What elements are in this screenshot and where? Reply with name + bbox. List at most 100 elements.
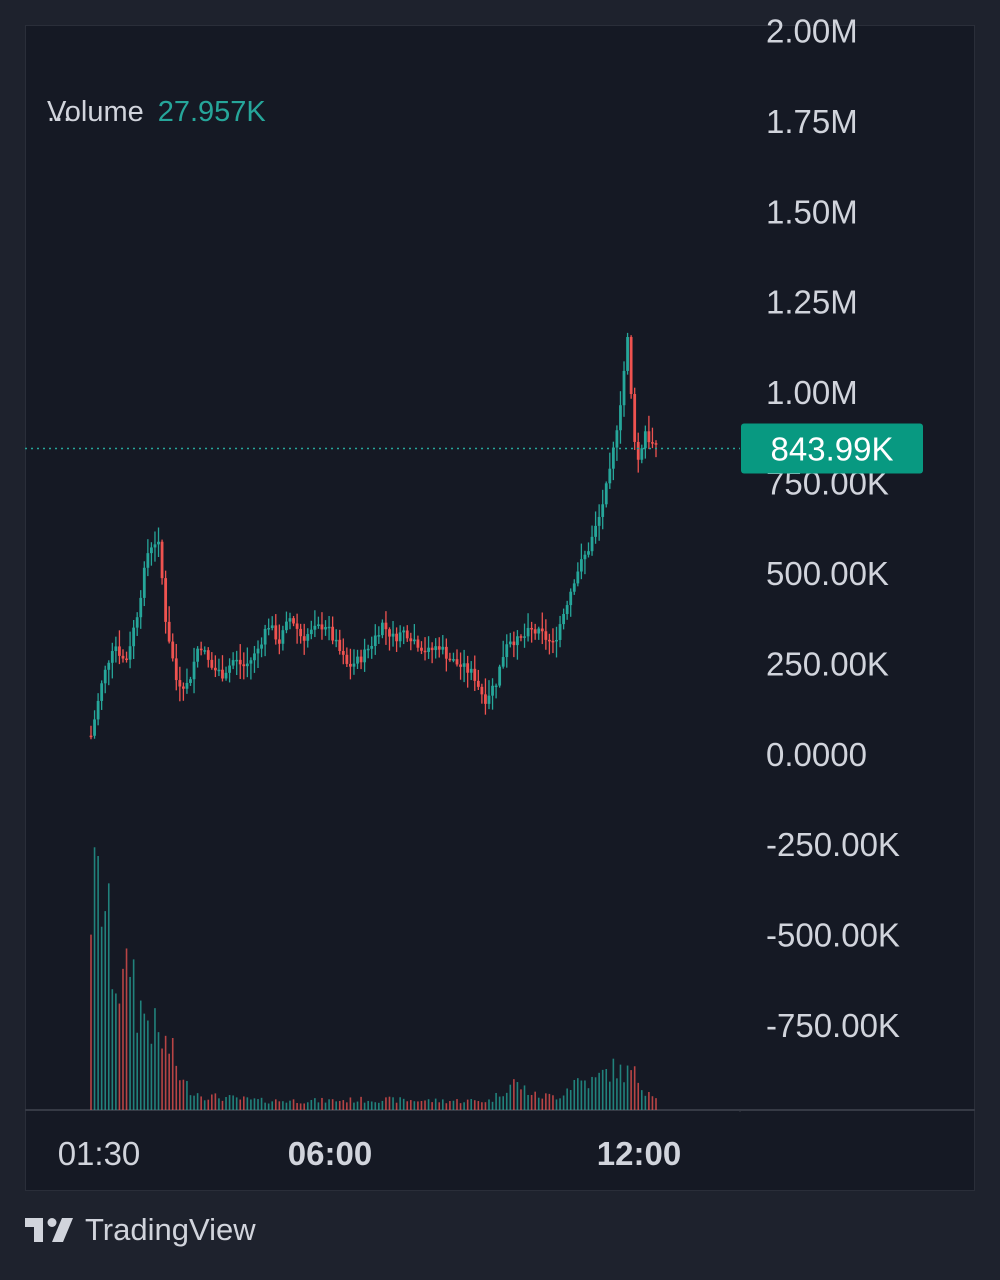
x-tick-label: 06:00 (288, 1135, 372, 1172)
volume-bar (456, 1099, 458, 1110)
volume-bar (548, 1093, 551, 1110)
volume-bar (530, 1094, 533, 1110)
candle-body (270, 625, 274, 629)
volume-bar (534, 1091, 536, 1110)
candle-body (281, 630, 285, 644)
volume-bar (260, 1097, 263, 1110)
y-tick-label: -250.00K (766, 826, 900, 863)
volume-bar (559, 1098, 561, 1110)
volume-bar (303, 1103, 306, 1110)
y-tick-label: 1.00M (766, 374, 858, 411)
candle-body (228, 665, 231, 673)
candle-body (615, 430, 619, 448)
candle-body (366, 648, 370, 651)
candle-body (597, 516, 601, 526)
volume-bar (306, 1102, 309, 1110)
candle-body (516, 636, 519, 646)
volume-bar (552, 1095, 554, 1110)
volume-bar (253, 1098, 256, 1110)
candle-body (331, 626, 335, 641)
candle-body (480, 686, 484, 695)
volume-bar (637, 1082, 640, 1110)
candle-body (427, 647, 430, 652)
candle-body (487, 695, 491, 704)
volume-bar (349, 1097, 352, 1110)
candle-body (139, 597, 143, 618)
volume-bar (143, 1013, 146, 1110)
volume-bar (186, 1080, 188, 1110)
volume-bar (566, 1088, 568, 1110)
candle-body (263, 628, 267, 645)
volume-bar (527, 1094, 529, 1110)
candle-body (555, 639, 558, 642)
volume-bar (651, 1096, 654, 1110)
volume-bar (594, 1077, 597, 1110)
volume-bar (520, 1089, 522, 1110)
candle-body (587, 551, 590, 555)
volume-bar (420, 1100, 423, 1110)
volume-bar (235, 1097, 238, 1110)
candle-body (245, 663, 249, 667)
volume-bar (356, 1101, 359, 1110)
candle-body (533, 629, 537, 634)
volume-bar (477, 1101, 480, 1110)
candle-body (388, 629, 391, 637)
candle-body (274, 625, 278, 640)
volume-bar (239, 1099, 242, 1110)
volume-bar (580, 1080, 583, 1110)
tradingview-brand[interactable]: TradingView (25, 1212, 256, 1248)
volume-bar (93, 847, 96, 1110)
volume-bar (569, 1090, 572, 1110)
candle-body (306, 634, 310, 641)
volume-bar (427, 1099, 430, 1110)
candle-body (356, 656, 359, 664)
volume-bar (523, 1085, 526, 1110)
x-tick-label: 01:30 (58, 1135, 141, 1172)
candle-body (157, 541, 160, 545)
candle-body (448, 658, 452, 661)
candle-body (498, 666, 502, 686)
volume-bar (271, 1101, 274, 1110)
volume-bar (388, 1096, 391, 1110)
candle-body (391, 633, 395, 637)
chart-frame[interactable] (25, 25, 975, 1191)
volume-bar (537, 1097, 540, 1110)
candle-body (217, 669, 221, 672)
candle-body (338, 639, 342, 651)
volume-bar (466, 1099, 469, 1110)
candle-body (260, 644, 263, 649)
candle-body (473, 668, 477, 681)
volume-bar (97, 856, 99, 1110)
candle-body (405, 630, 409, 639)
volume-bar (214, 1093, 217, 1110)
legend-menu[interactable]: ... (47, 96, 72, 128)
volume-bar (644, 1095, 647, 1110)
candle-body (334, 639, 338, 642)
volume-bar (378, 1102, 380, 1110)
volume-bar (577, 1078, 579, 1110)
volume-value: 27.957K (157, 96, 266, 128)
candle-body (302, 636, 306, 641)
price-badge (741, 423, 923, 474)
candle-body (224, 672, 228, 679)
candle-body (313, 625, 317, 630)
volume-bar (392, 1097, 394, 1110)
volume-bar (484, 1102, 487, 1110)
volume-bar (488, 1099, 490, 1110)
y-tick-label: -500.00K (766, 917, 900, 954)
candle-body (508, 641, 512, 645)
candle-body (132, 627, 136, 647)
volume-bar (168, 1053, 170, 1110)
candle-body (128, 646, 132, 660)
volume-bar (616, 1078, 618, 1110)
volume-bar (246, 1097, 249, 1110)
candle-body (583, 554, 587, 560)
volume-bar (331, 1099, 334, 1110)
volume-bar (257, 1099, 259, 1110)
candle-body (238, 659, 242, 665)
candle-body (491, 685, 494, 696)
candle-body (352, 663, 356, 667)
y-tick-label: 250.00K (766, 645, 889, 682)
volume-bar (164, 1035, 167, 1110)
